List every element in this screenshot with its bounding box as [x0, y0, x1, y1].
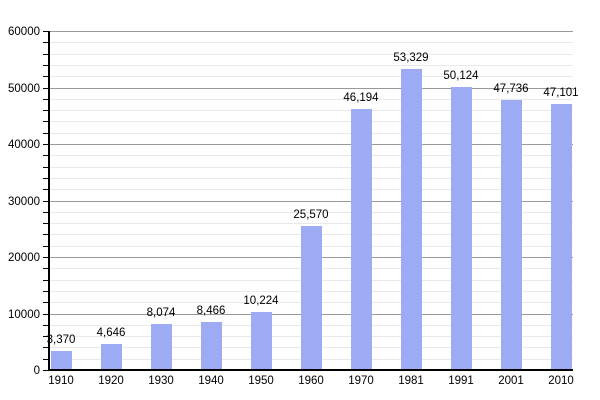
bar-value-label: 3,370 — [46, 333, 76, 346]
y-axis-tick — [43, 245, 48, 247]
bar-2001 — [500, 100, 522, 370]
gridline-major — [50, 200, 573, 202]
bar-1981 — [400, 68, 422, 370]
y-axis-tick — [43, 347, 48, 349]
x-axis-tick-label: 1981 — [398, 375, 424, 387]
bar-value-label: 10,224 — [243, 295, 279, 308]
y-axis-tick — [43, 223, 48, 225]
y-axis-line — [48, 31, 50, 371]
y-axis-tick — [43, 76, 48, 78]
x-axis-tick-label: 1950 — [248, 375, 274, 387]
gridline-minor — [50, 110, 573, 112]
gridline-minor — [50, 42, 573, 44]
gridline-minor — [50, 177, 573, 179]
y-axis-tick — [43, 189, 48, 191]
y-axis-tick — [43, 290, 48, 292]
gridline-minor — [50, 189, 573, 191]
y-axis-tick — [43, 53, 48, 55]
gridline-minor — [50, 64, 573, 66]
y-axis-tick — [43, 211, 48, 213]
y-axis-tick-label: 30000 — [8, 195, 40, 208]
gridline-minor — [50, 223, 573, 225]
y-axis-tick — [43, 132, 48, 134]
y-axis-tick-label: 10000 — [8, 308, 40, 321]
x-axis-tick-label: 1910 — [48, 375, 74, 387]
y-axis-tick-label: 0 — [33, 365, 40, 377]
bar-value-label: 47,101 — [543, 86, 579, 99]
gridline-major — [50, 144, 573, 145]
x-axis-tick-label: 1930 — [148, 375, 174, 387]
bar-1910 — [50, 350, 72, 370]
x-axis-tick-label: 1960 — [298, 375, 324, 387]
bar-value-label: 8,074 — [146, 307, 176, 320]
bar-1940 — [200, 322, 222, 370]
bar-1930 — [150, 324, 172, 370]
x-axis-tick-label: 2010 — [548, 375, 574, 387]
bar-1970 — [350, 109, 372, 370]
x-axis-tick-label: 1940 — [198, 375, 224, 387]
y-axis-tick — [43, 155, 48, 157]
y-axis-tick — [43, 279, 48, 281]
bar-2010 — [550, 103, 572, 370]
y-axis-tick — [43, 358, 48, 360]
y-axis-tick — [43, 302, 48, 304]
y-axis-tick — [43, 336, 48, 338]
gridline-minor — [50, 166, 573, 168]
y-axis-tick — [43, 110, 48, 112]
gridline-minor — [50, 211, 573, 213]
y-axis-tick — [43, 98, 48, 100]
bar-1991 — [450, 86, 472, 370]
y-axis-tick-label: 60000 — [8, 26, 40, 38]
y-axis-tick — [43, 324, 48, 326]
gridline-minor — [50, 53, 573, 55]
bar-1920 — [100, 343, 122, 370]
bar-value-label: 47,736 — [493, 83, 529, 96]
y-axis-tick — [43, 31, 48, 32]
bar-value-label: 50,124 — [443, 69, 479, 82]
gridline-minor — [50, 98, 573, 100]
x-axis-tick-label: 1920 — [98, 375, 124, 387]
y-axis-tick — [43, 234, 48, 236]
plot-area: 3,370 1910 4,646 1920 8,074 1930 8,466 1940 10,2… — [8, 26, 579, 387]
x-axis-line — [48, 369, 573, 371]
y-axis-tick — [43, 166, 48, 168]
gridline-minor — [50, 132, 573, 134]
y-axis-tick — [43, 177, 48, 179]
y-axis-tick — [43, 268, 48, 270]
gridline-major — [50, 87, 573, 89]
y-axis-tick — [43, 121, 48, 123]
bar-1950 — [250, 312, 272, 370]
bar-value-label: 4,646 — [96, 326, 126, 339]
y-axis-tick — [43, 87, 48, 89]
y-axis-tick — [43, 200, 48, 202]
y-axis-tick — [43, 64, 48, 66]
y-axis-tick — [43, 257, 48, 258]
y-axis-tick — [43, 370, 48, 371]
gridline-minor — [50, 121, 573, 123]
x-axis-tick-label: 1970 — [348, 375, 374, 387]
y-axis-tick — [43, 313, 48, 315]
y-axis-tick — [43, 144, 48, 145]
bar-value-label: 8,466 — [196, 305, 226, 318]
y-axis-tick — [43, 42, 48, 44]
y-axis-tick-label: 50000 — [8, 82, 40, 95]
bar-1960 — [300, 225, 322, 370]
x-axis-tick-label: 1991 — [448, 375, 474, 387]
bar-value-label: 53,329 — [393, 51, 429, 64]
bar-value-label: 25,570 — [293, 208, 329, 221]
gridline-major — [50, 31, 573, 32]
gridline-minor — [50, 76, 573, 78]
x-axis-tick-label: 2001 — [498, 375, 524, 387]
gridline-minor — [50, 155, 573, 157]
y-axis-tick-label: 40000 — [8, 139, 40, 151]
y-axis-tick-label: 20000 — [8, 252, 40, 264]
bar-value-label: 46,194 — [343, 92, 379, 104]
